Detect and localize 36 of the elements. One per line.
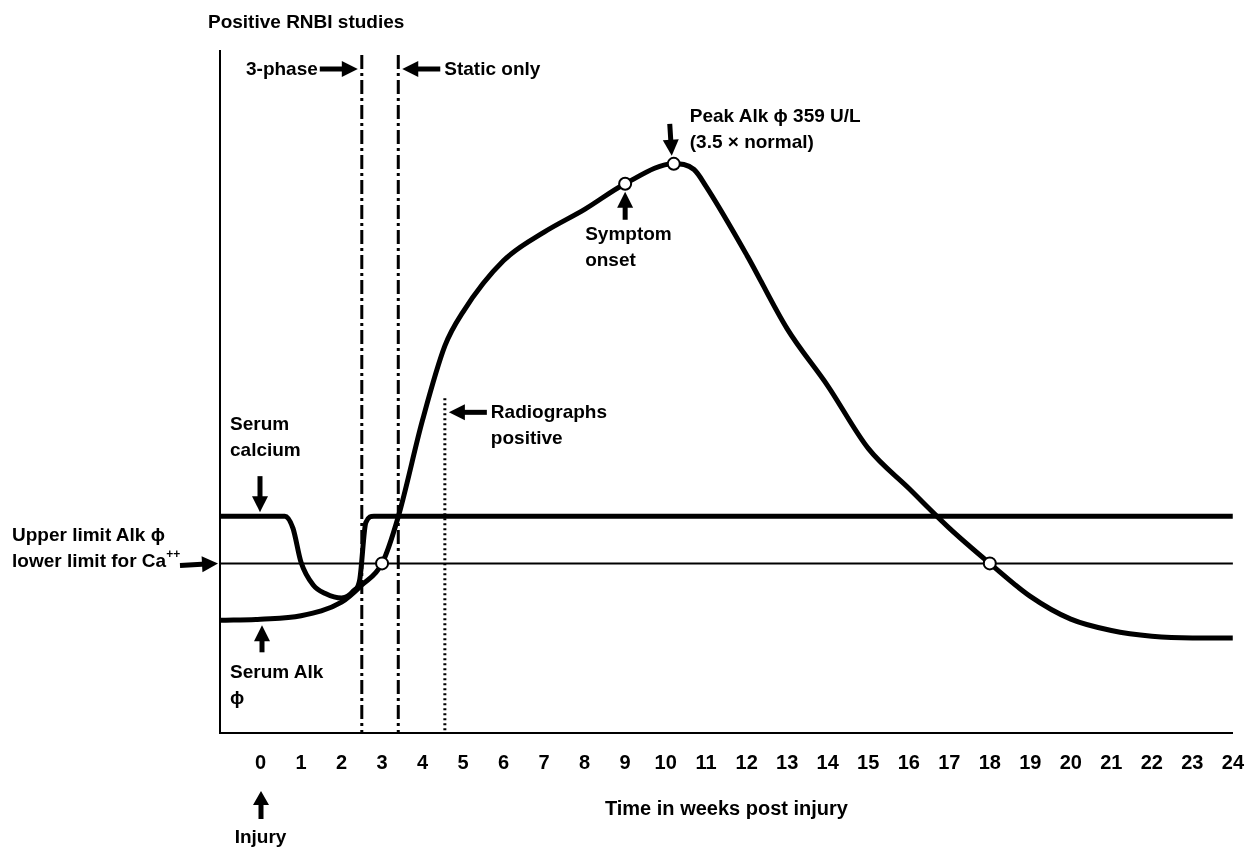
- x-tick-label: 15: [857, 750, 880, 773]
- x-tick-label: 1: [295, 750, 307, 773]
- annotation: Peak Alk ϕ 359 U/L (3.5 × normal): [689, 104, 862, 152]
- x-tick-label: 21: [1100, 750, 1123, 773]
- ref-line-label: Static only: [444, 58, 541, 79]
- x-tick-label: 24: [1221, 750, 1245, 773]
- x-tick-label: 0: [254, 750, 267, 773]
- text: Serum calcium: [230, 413, 301, 461]
- x-tick-label: 23: [1181, 750, 1204, 773]
- x-tick-label: 5: [457, 750, 469, 773]
- x-axis-title: Time in weeks post injury: [604, 796, 849, 819]
- x-tick-label: 11: [695, 750, 717, 773]
- ref-line-label: Radiographs positive: [490, 401, 607, 449]
- x-tick-label: 20: [1059, 750, 1082, 773]
- text: Serum Alk ϕ: [230, 661, 324, 709]
- x-tick-label: 17: [938, 750, 961, 773]
- annotation: Symptom onset: [585, 222, 672, 270]
- x-tick-label: 6: [498, 750, 510, 773]
- x-tick-label: 18: [978, 750, 1001, 773]
- x-tick-label: 16: [897, 750, 920, 773]
- x-tick-label: 12: [735, 750, 758, 773]
- ref-line-label: 3-phase: [246, 58, 318, 79]
- x-tick-label: 3: [376, 750, 388, 773]
- x-tick-label: 2: [335, 750, 348, 773]
- chart-title: Positive RNBI studies: [208, 11, 405, 32]
- x-tick-label: 10: [654, 750, 677, 773]
- x-tick-label: 13: [776, 750, 799, 773]
- x-tick-label: 9: [619, 750, 631, 773]
- x-tick-label: 14: [816, 750, 840, 773]
- x-tick-label: 19: [1019, 750, 1042, 773]
- x-tick-label: 8: [579, 750, 591, 773]
- ref-line-label: Upper limit Alk ϕ lower limit for Ca++: [12, 524, 181, 572]
- x-tick-label: 22: [1140, 750, 1163, 773]
- x-tick-label: 4: [417, 750, 430, 773]
- text: Injury: [234, 826, 287, 847]
- x-tick-label: 7: [538, 750, 550, 773]
